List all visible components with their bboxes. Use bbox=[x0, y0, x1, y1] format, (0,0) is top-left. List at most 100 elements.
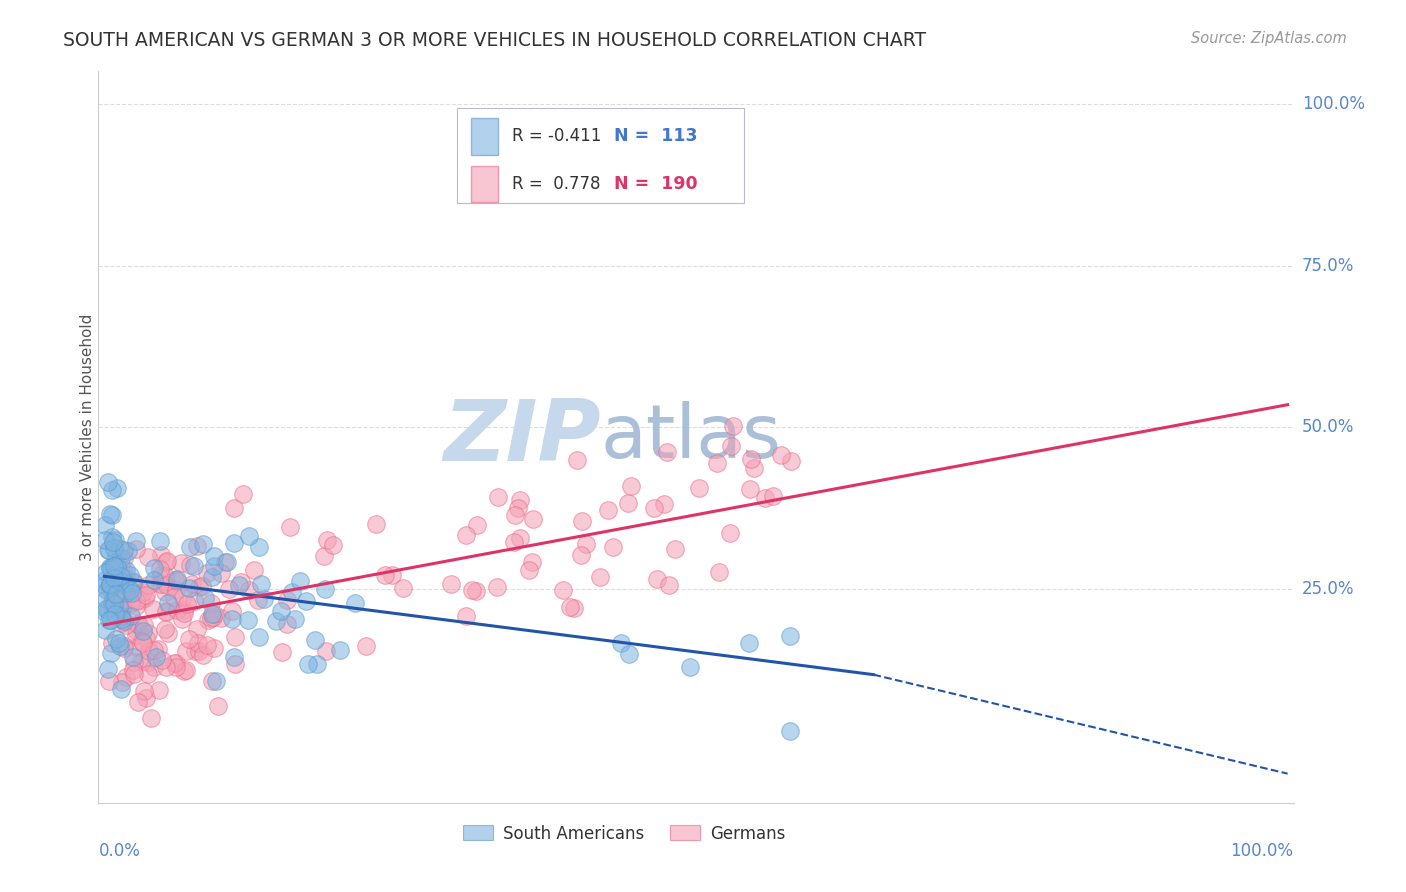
Point bbox=[110, 568, 132, 582]
Point bbox=[218, 582, 240, 596]
Point bbox=[688, 481, 710, 495]
Point bbox=[111, 575, 134, 590]
Point bbox=[381, 568, 404, 582]
Point bbox=[214, 555, 236, 569]
Point bbox=[100, 646, 122, 660]
Point bbox=[100, 613, 122, 627]
Point bbox=[204, 559, 226, 574]
Point bbox=[96, 591, 118, 606]
Point bbox=[150, 653, 173, 667]
Point bbox=[217, 555, 239, 569]
Point bbox=[486, 580, 509, 594]
Point bbox=[284, 612, 307, 626]
Text: 100.0%: 100.0% bbox=[1302, 95, 1365, 112]
Point bbox=[132, 624, 155, 639]
Point bbox=[100, 595, 122, 609]
Point bbox=[103, 559, 125, 574]
Point bbox=[177, 581, 200, 595]
Point bbox=[143, 642, 166, 657]
Point bbox=[503, 535, 526, 549]
Point bbox=[128, 586, 150, 600]
Point bbox=[344, 596, 367, 610]
Point bbox=[110, 541, 132, 556]
Point bbox=[105, 481, 128, 495]
Point bbox=[110, 609, 132, 624]
Point bbox=[128, 618, 150, 632]
Point bbox=[134, 684, 156, 698]
Point bbox=[238, 583, 260, 598]
Point bbox=[98, 577, 121, 591]
Point bbox=[114, 542, 136, 557]
Point bbox=[129, 593, 152, 607]
Point bbox=[125, 599, 148, 613]
Point bbox=[101, 508, 124, 523]
Point bbox=[170, 556, 193, 570]
Point bbox=[100, 580, 122, 594]
Point bbox=[149, 534, 172, 549]
Point bbox=[307, 657, 329, 672]
Point bbox=[127, 695, 149, 709]
Point bbox=[136, 549, 159, 564]
Point bbox=[228, 577, 250, 591]
Point bbox=[114, 571, 136, 585]
Point bbox=[366, 516, 388, 531]
Point bbox=[149, 577, 172, 591]
Point bbox=[222, 501, 245, 516]
Point bbox=[111, 613, 134, 627]
Point bbox=[780, 454, 803, 468]
Point bbox=[118, 594, 141, 608]
Point bbox=[193, 591, 215, 605]
Point bbox=[197, 613, 219, 627]
Point bbox=[125, 623, 148, 637]
Point bbox=[558, 599, 581, 614]
Point bbox=[456, 528, 478, 542]
Point bbox=[94, 605, 117, 619]
Point bbox=[184, 644, 207, 658]
Point bbox=[191, 579, 214, 593]
Point bbox=[93, 533, 115, 547]
Point bbox=[166, 572, 188, 586]
Point bbox=[779, 723, 801, 738]
Point bbox=[93, 578, 115, 592]
Point bbox=[108, 600, 131, 615]
Point bbox=[204, 607, 226, 621]
FancyBboxPatch shape bbox=[457, 108, 744, 203]
Point bbox=[315, 533, 337, 548]
Point bbox=[392, 581, 415, 595]
Point bbox=[617, 496, 640, 510]
Point bbox=[201, 570, 224, 584]
Point bbox=[155, 604, 177, 618]
Text: 50.0%: 50.0% bbox=[1302, 418, 1354, 436]
Legend: South Americans, Germans: South Americans, Germans bbox=[457, 818, 792, 849]
Point bbox=[522, 512, 544, 526]
Point bbox=[122, 667, 145, 681]
Point bbox=[706, 456, 728, 470]
Point bbox=[114, 618, 136, 632]
Point bbox=[103, 571, 125, 585]
Point bbox=[779, 629, 801, 643]
Text: N =  113: N = 113 bbox=[613, 128, 697, 145]
Point bbox=[108, 574, 131, 589]
Point bbox=[551, 582, 574, 597]
Point bbox=[131, 656, 153, 670]
Point bbox=[165, 582, 187, 597]
Point bbox=[149, 562, 172, 576]
Point bbox=[201, 610, 224, 624]
Point bbox=[250, 577, 273, 591]
Point bbox=[221, 612, 243, 626]
Point bbox=[125, 594, 148, 608]
Point bbox=[104, 574, 127, 589]
Point bbox=[132, 636, 155, 650]
Point bbox=[121, 585, 143, 599]
Point bbox=[135, 587, 157, 601]
Point bbox=[173, 665, 195, 679]
Point bbox=[110, 582, 132, 597]
Point bbox=[509, 492, 531, 507]
FancyBboxPatch shape bbox=[471, 118, 498, 154]
Point bbox=[112, 551, 135, 566]
Point bbox=[276, 617, 298, 632]
Point bbox=[139, 711, 162, 725]
Point bbox=[98, 561, 121, 575]
Point bbox=[264, 615, 287, 629]
Text: atlas: atlas bbox=[600, 401, 782, 474]
